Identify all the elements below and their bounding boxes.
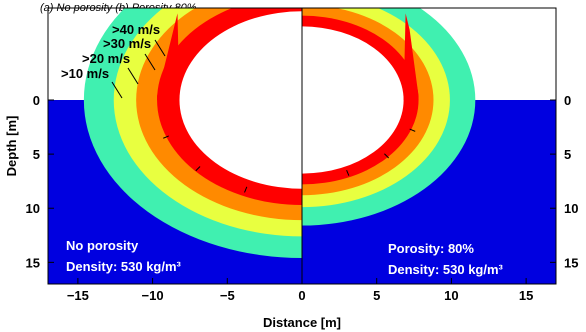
right-ejecta-curtain [403,13,419,100]
x-tick-label: −15 [67,288,89,303]
x-tick-label: 5 [373,288,380,303]
left-panel-field [48,8,302,284]
right-velocity-arrow [384,153,390,159]
y-tick-label-left: 0 [33,93,40,108]
left-velocity-arrow [244,186,248,193]
x-tick-label: 0 [298,288,305,303]
axes: −15 −10 −5 0 5 10 15 0 0 5 5 10 10 15 15 [26,7,578,303]
speed-label-3: >10 m/s [61,66,109,81]
speed-label-leader [144,53,156,71]
speed-label-leader [154,39,166,57]
left-crater [179,11,302,189]
y-tick-label-left: 5 [33,147,40,162]
speed-label-0: >40 m/s [112,22,160,37]
speed-label-2: >20 m/s [82,51,130,66]
x-tick-label: 15 [519,288,533,303]
x-axis-title: Distance [m] [263,315,341,330]
right-annotation-density: Density: 530 kg/m³ [388,262,504,277]
right-velocity-arrow [346,170,350,176]
left-ejecta-curtain [157,13,180,100]
y-tick-label-left: 15 [26,255,40,270]
speed-label-leader [127,67,139,85]
left-annotation-density: Density: 530 kg/m³ [66,259,182,274]
y-axis-title: Depth [m] [4,116,19,177]
y-tick-label-right: 0 [564,93,571,108]
left-annotation-porosity: No porosity [66,238,139,253]
y-tick-label-left: 10 [26,201,40,216]
y-tick-label-right: 10 [564,201,578,216]
x-tick-label: 10 [444,288,458,303]
right-annotation-porosity: Porosity: 80% [388,241,474,256]
right-velocity-arrow [409,128,416,132]
speed-label-leader [111,81,123,99]
right-crater [302,26,404,174]
left-velocity-arrow [195,166,201,172]
x-tick-label: −10 [142,288,164,303]
right-panel-field [302,8,556,284]
speed-label-1: >30 m/s [103,36,151,51]
speed-class-labels: >40 m/s>30 m/s>20 m/s>10 m/s [61,22,166,99]
x-tick-label: −5 [220,288,235,303]
left-velocity-arrow [163,135,169,139]
y-tick-label-right: 15 [564,255,578,270]
y-tick-label-right: 5 [564,147,571,162]
